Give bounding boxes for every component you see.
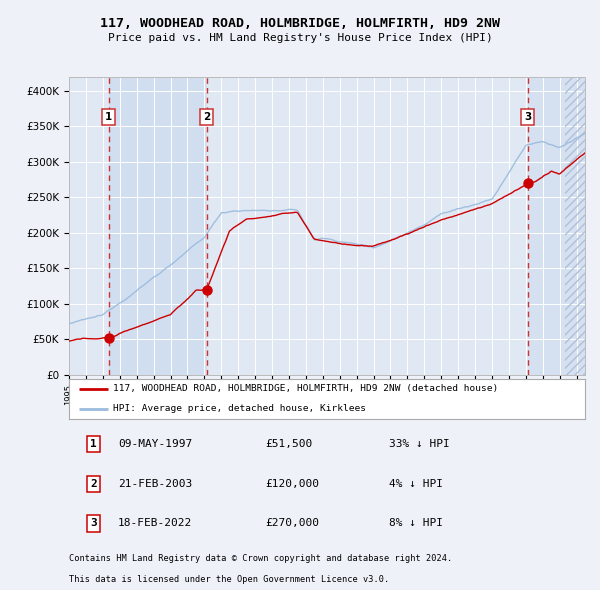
Text: 09-MAY-1997: 09-MAY-1997 xyxy=(118,439,192,449)
Text: 2: 2 xyxy=(203,112,211,122)
Text: 2: 2 xyxy=(90,479,97,489)
Bar xyxy=(528,77,585,375)
Text: 117, WOODHEAD ROAD, HOLMBRIDGE, HOLMFIRTH, HD9 2NW (detached house): 117, WOODHEAD ROAD, HOLMBRIDGE, HOLMFIRT… xyxy=(113,384,498,394)
Text: Contains HM Land Registry data © Crown copyright and database right 2024.: Contains HM Land Registry data © Crown c… xyxy=(69,554,452,563)
Text: £51,500: £51,500 xyxy=(265,439,313,449)
Text: Price paid vs. HM Land Registry's House Price Index (HPI): Price paid vs. HM Land Registry's House … xyxy=(107,34,493,43)
Text: 117, WOODHEAD ROAD, HOLMBRIDGE, HOLMFIRTH, HD9 2NW: 117, WOODHEAD ROAD, HOLMBRIDGE, HOLMFIRT… xyxy=(100,17,500,30)
Text: 4% ↓ HPI: 4% ↓ HPI xyxy=(389,479,443,489)
Text: £120,000: £120,000 xyxy=(265,479,319,489)
Text: 1: 1 xyxy=(106,112,113,122)
Text: 3: 3 xyxy=(90,519,97,529)
Text: 33% ↓ HPI: 33% ↓ HPI xyxy=(389,439,449,449)
Text: £270,000: £270,000 xyxy=(265,519,319,529)
Bar xyxy=(565,77,585,375)
Text: 1: 1 xyxy=(90,439,97,449)
Bar xyxy=(109,77,207,375)
Text: 3: 3 xyxy=(524,112,532,122)
Text: This data is licensed under the Open Government Licence v3.0.: This data is licensed under the Open Gov… xyxy=(69,575,389,584)
Text: HPI: Average price, detached house, Kirklees: HPI: Average price, detached house, Kirk… xyxy=(113,404,366,414)
Text: 8% ↓ HPI: 8% ↓ HPI xyxy=(389,519,443,529)
Text: 21-FEB-2003: 21-FEB-2003 xyxy=(118,479,192,489)
Text: 18-FEB-2022: 18-FEB-2022 xyxy=(118,519,192,529)
